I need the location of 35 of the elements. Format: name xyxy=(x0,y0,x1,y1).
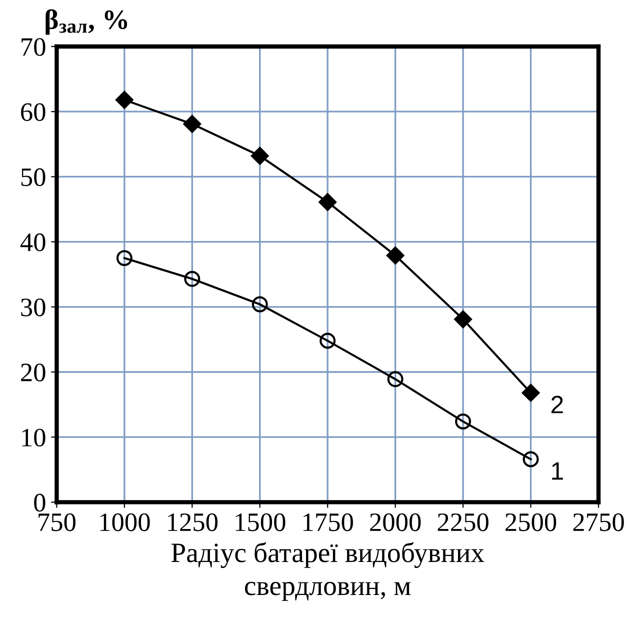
point xyxy=(455,413,472,430)
y-tick-label: 30 xyxy=(21,298,46,316)
point xyxy=(183,115,202,133)
y-tick-label: 40 xyxy=(20,233,46,252)
point xyxy=(318,193,336,211)
point xyxy=(522,451,539,468)
x-tick-label: 750 xyxy=(38,513,76,532)
point xyxy=(116,250,132,266)
point xyxy=(252,296,268,312)
series-label: 1 xyxy=(552,462,563,480)
y-axis-title: β$_{зал}$, % xyxy=(46,9,128,35)
y-tick-label: 0 xyxy=(34,494,46,512)
x-tick-label: 1000 xyxy=(100,513,150,532)
x-tick-label: 2000 xyxy=(370,513,421,532)
point xyxy=(250,146,269,165)
x-tick-label: 2750 xyxy=(573,513,624,532)
y-tick-label: 60 xyxy=(21,103,46,122)
x-tick-label: 1750 xyxy=(304,513,353,532)
y-tick-label: 10 xyxy=(22,428,46,447)
point xyxy=(116,90,134,109)
x-tick-label: 1500 xyxy=(236,513,286,532)
y-tick-label: 70 xyxy=(22,38,46,56)
point xyxy=(454,310,472,328)
point xyxy=(522,384,540,402)
point xyxy=(320,332,336,349)
y-tick-label: 50 xyxy=(21,168,46,186)
point xyxy=(184,270,200,287)
point xyxy=(387,371,404,388)
x-tick-label: 2250 xyxy=(438,513,488,532)
x-axis-title: Радіус батареї видобувних свердловин, м xyxy=(171,542,484,601)
point xyxy=(386,246,404,264)
series-label: 2 xyxy=(551,396,563,414)
y-tick-label: 20 xyxy=(21,364,46,382)
x-tick-label: 2500 xyxy=(506,513,556,532)
x-tick-label: 1250 xyxy=(168,513,218,532)
